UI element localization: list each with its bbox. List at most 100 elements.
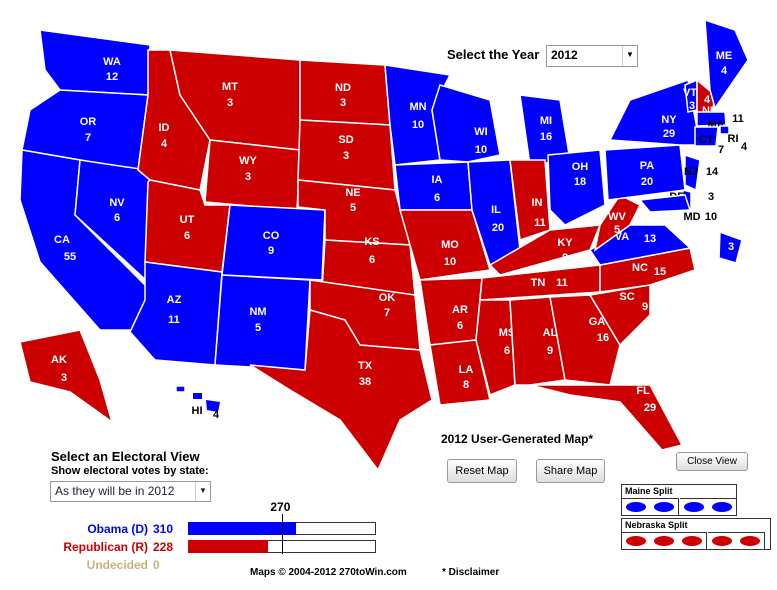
dropdown-arrow: ▼ bbox=[622, 46, 637, 66]
majority-label: 270 bbox=[270, 500, 291, 514]
state-votes: 3 bbox=[728, 241, 734, 253]
state-abbr: WY bbox=[239, 155, 257, 167]
state-votes: 8 bbox=[463, 379, 469, 391]
state bbox=[399, 209, 491, 281]
state-votes: 14 bbox=[706, 166, 719, 178]
split-title: Maine Split bbox=[625, 486, 673, 496]
state-abbr: SC bbox=[619, 291, 634, 303]
view-select[interactable]: As they will be in 2012 ▼ bbox=[50, 481, 211, 502]
split-group bbox=[622, 532, 707, 549]
state-abbr: RI bbox=[728, 133, 739, 145]
state-abbr: HI bbox=[192, 405, 203, 417]
state-votes: 4 bbox=[161, 138, 168, 150]
state-abbr: IA bbox=[432, 174, 443, 186]
state-abbr: AZ bbox=[167, 294, 182, 306]
state-votes: 13 bbox=[644, 233, 656, 245]
state bbox=[175, 385, 186, 393]
state bbox=[419, 277, 483, 346]
state bbox=[204, 139, 301, 211]
state bbox=[19, 329, 114, 424]
state-abbr: KY bbox=[557, 237, 573, 249]
tally-name: Obama (D) bbox=[87, 522, 148, 536]
split-oval bbox=[712, 502, 732, 512]
reset-button[interactable]: Reset Map bbox=[447, 459, 517, 483]
state-votes: 20 bbox=[492, 222, 504, 234]
state-votes: 16 bbox=[540, 131, 552, 143]
disclaimer-link[interactable]: * Disclaimer bbox=[442, 567, 500, 578]
state-abbr: TN bbox=[531, 277, 546, 289]
state-votes: 20 bbox=[641, 176, 653, 188]
state-votes: 3 bbox=[689, 100, 695, 112]
state-votes: 18 bbox=[574, 176, 586, 188]
state-votes: 6 bbox=[457, 320, 463, 332]
state bbox=[549, 294, 621, 386]
state-votes: 10 bbox=[475, 144, 487, 156]
nebraska-split: Nebraska Split bbox=[621, 518, 771, 550]
state-votes: 7 bbox=[85, 132, 91, 144]
state-votes: 6 bbox=[369, 254, 375, 266]
state bbox=[488, 224, 602, 276]
state-votes: 3 bbox=[61, 372, 67, 384]
tally-name: Republican (R) bbox=[63, 540, 148, 554]
state-votes: 7 bbox=[718, 144, 724, 156]
state-abbr: MD bbox=[683, 211, 700, 223]
state-abbr: UT bbox=[180, 214, 195, 226]
majority-line bbox=[282, 514, 284, 554]
view-subtitle: Show electoral votes by state: bbox=[51, 465, 209, 477]
state bbox=[429, 339, 491, 406]
state-abbr: CA bbox=[54, 234, 70, 246]
split-oval bbox=[740, 536, 760, 546]
state bbox=[547, 149, 606, 226]
state bbox=[221, 204, 326, 281]
state bbox=[249, 309, 433, 472]
tally-bar bbox=[188, 522, 297, 535]
state bbox=[638, 194, 692, 213]
state-votes: 10 bbox=[705, 211, 717, 223]
state-votes: 7 bbox=[384, 307, 390, 319]
state-votes: 11 bbox=[534, 217, 546, 229]
state-abbr: LA bbox=[459, 364, 474, 376]
state-abbr: NE bbox=[345, 187, 360, 199]
state bbox=[608, 79, 701, 146]
split-title: Nebraska Split bbox=[625, 520, 688, 530]
tally-votes: 228 bbox=[153, 540, 174, 554]
state-abbr: NJ bbox=[684, 166, 698, 178]
split-oval bbox=[682, 536, 702, 546]
maine-split: Maine Split bbox=[621, 484, 737, 516]
state-votes: 5 bbox=[614, 224, 620, 236]
state-abbr: CO bbox=[263, 230, 280, 242]
copyright: Maps © 2004-2012 270toWin.com bbox=[250, 567, 407, 578]
state-abbr: AL bbox=[543, 327, 558, 339]
close-view-button[interactable]: Close View bbox=[676, 452, 748, 471]
state-votes: 3 bbox=[708, 191, 714, 203]
split-oval bbox=[712, 536, 732, 546]
state-island bbox=[206, 400, 220, 412]
state bbox=[694, 126, 719, 147]
state-votes: 9 bbox=[268, 245, 274, 257]
state bbox=[704, 18, 749, 110]
state-abbr: IL bbox=[491, 204, 501, 216]
state-abbr: MN bbox=[409, 101, 426, 113]
state-abbr: MO bbox=[441, 239, 459, 251]
state-votes: 16 bbox=[597, 332, 609, 344]
state-abbr: WI bbox=[474, 126, 487, 138]
state-abbr: OR bbox=[80, 116, 97, 128]
state-abbr: DC bbox=[703, 225, 719, 237]
share-button[interactable]: Share Map bbox=[536, 459, 605, 483]
year-select[interactable]: 2012 ▼ bbox=[546, 45, 638, 67]
state-votes: 38 bbox=[359, 376, 371, 388]
state-votes: 29 bbox=[663, 128, 675, 140]
state-abbr: ME bbox=[716, 50, 733, 62]
split-group bbox=[708, 532, 765, 549]
state-votes: 29 bbox=[644, 402, 656, 414]
state-votes: 3 bbox=[340, 97, 346, 109]
view-title: Select an Electoral View bbox=[51, 449, 200, 464]
dropdown-arrow: ▼ bbox=[195, 482, 210, 501]
state-votes: 6 bbox=[114, 212, 120, 224]
state-votes: 3 bbox=[245, 171, 251, 183]
state bbox=[718, 230, 743, 264]
state-abbr: NV bbox=[109, 197, 125, 209]
state-votes: 6 bbox=[434, 192, 440, 204]
